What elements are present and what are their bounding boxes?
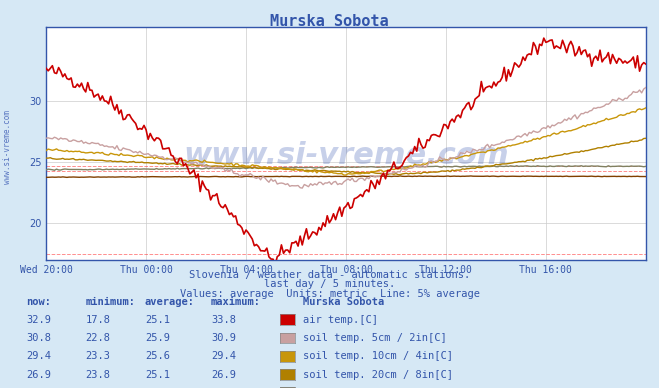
Text: 25.1: 25.1 (145, 369, 170, 379)
Text: soil temp. 10cm / 4in[C]: soil temp. 10cm / 4in[C] (303, 351, 453, 361)
Text: 32.9: 32.9 (26, 315, 51, 325)
Text: 26.9: 26.9 (211, 369, 236, 379)
Text: 33.8: 33.8 (211, 315, 236, 325)
Text: 29.4: 29.4 (211, 351, 236, 361)
Text: 23.8: 23.8 (86, 369, 111, 379)
Text: Values: average  Units: metric  Line: 5% average: Values: average Units: metric Line: 5% a… (179, 289, 480, 299)
Text: last day / 5 minutes.: last day / 5 minutes. (264, 279, 395, 289)
Text: air temp.[C]: air temp.[C] (303, 315, 378, 325)
Text: Slovenia / weather data - automatic stations.: Slovenia / weather data - automatic stat… (189, 270, 470, 280)
Text: 25.6: 25.6 (145, 351, 170, 361)
Text: minimum:: minimum: (86, 296, 136, 307)
Text: 30.9: 30.9 (211, 333, 236, 343)
Text: 29.4: 29.4 (26, 351, 51, 361)
Text: 17.8: 17.8 (86, 315, 111, 325)
Text: 22.8: 22.8 (86, 333, 111, 343)
Text: www.si-vreme.com: www.si-vreme.com (3, 111, 13, 184)
Text: maximum:: maximum: (211, 296, 261, 307)
Text: 25.1: 25.1 (145, 315, 170, 325)
Text: Murska Sobota: Murska Sobota (270, 14, 389, 29)
Text: 30.8: 30.8 (26, 333, 51, 343)
Text: www.si-vreme.com: www.si-vreme.com (183, 141, 509, 170)
Text: soil temp. 20cm / 8in[C]: soil temp. 20cm / 8in[C] (303, 369, 453, 379)
Text: Murska Sobota: Murska Sobota (303, 296, 384, 307)
Text: now:: now: (26, 296, 51, 307)
Text: 23.3: 23.3 (86, 351, 111, 361)
Text: 26.9: 26.9 (26, 369, 51, 379)
Text: 25.9: 25.9 (145, 333, 170, 343)
Text: soil temp. 5cm / 2in[C]: soil temp. 5cm / 2in[C] (303, 333, 447, 343)
Text: average:: average: (145, 296, 195, 307)
